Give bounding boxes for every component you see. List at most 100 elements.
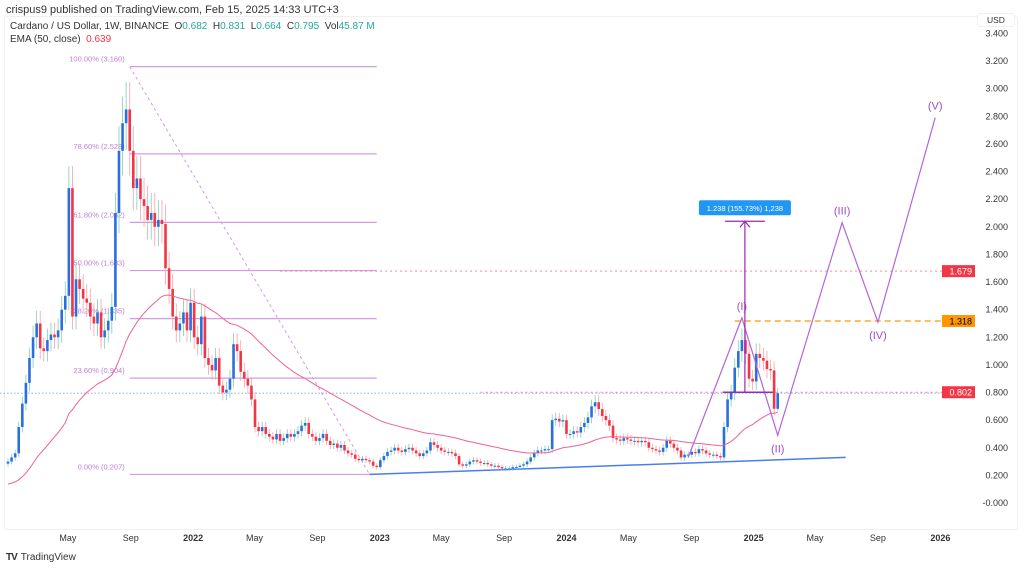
- candle-body: [404, 449, 407, 452]
- candle-body: [124, 109, 128, 124]
- ema-line: [7, 294, 778, 485]
- candle-body: [42, 348, 46, 352]
- currency-label[interactable]: USD: [977, 13, 1015, 27]
- candle-body: [708, 453, 711, 455]
- candle-body: [10, 457, 13, 462]
- chart-frame: [4, 16, 1018, 530]
- fib-trend-diagonal: [129, 66, 371, 475]
- candle-body: [432, 442, 436, 445]
- y-axis-tick: 1.600: [985, 277, 1008, 287]
- candle-body: [142, 199, 146, 207]
- candle-body: [178, 323, 182, 331]
- x-axis-tick: May: [807, 533, 825, 543]
- candle-body: [525, 461, 529, 465]
- candle-body: [17, 427, 21, 454]
- symbol-title[interactable]: Cardano / US Dollar, 1W, BINANCE: [10, 21, 169, 32]
- candle-body: [772, 370, 776, 409]
- candle-body: [561, 420, 565, 422]
- x-axis-tick: Sep: [309, 533, 325, 543]
- candle-body: [640, 440, 643, 443]
- y-axis-tick: 1.800: [985, 249, 1008, 259]
- fib-level-label: 23.60% (0.904): [73, 366, 125, 375]
- candle-body: [686, 454, 690, 456]
- candle-body: [63, 295, 67, 310]
- candle-body: [765, 360, 769, 370]
- candle-body: [135, 178, 139, 189]
- candle-body: [185, 312, 189, 331]
- candle-body: [24, 382, 28, 404]
- candle-body: [257, 427, 260, 432]
- candle-body: [611, 425, 615, 439]
- candle-body: [192, 302, 196, 338]
- candle-body: [758, 353, 762, 358]
- candle-body: [622, 438, 626, 441]
- candle-body: [762, 357, 765, 361]
- x-axis-tick: 2022: [183, 533, 203, 543]
- candle-body: [411, 447, 414, 451]
- candle-body: [672, 443, 676, 448]
- candle-body: [353, 454, 357, 459]
- candle-body: [747, 353, 751, 379]
- candle-body: [461, 464, 464, 466]
- y-axis-tick: 2.200: [985, 194, 1008, 204]
- candle-body: [117, 150, 121, 213]
- candle-body: [669, 440, 672, 444]
- y-axis-tick: 1.000: [985, 360, 1008, 370]
- candle-body: [296, 431, 300, 434]
- candle-body: [493, 465, 497, 467]
- candle-body: [547, 449, 550, 451]
- candle-body: [615, 438, 618, 440]
- candle-body: [690, 451, 694, 455]
- candle-body: [740, 340, 744, 352]
- candle-body: [217, 357, 221, 386]
- candle-body: [751, 378, 754, 382]
- candle-body: [182, 312, 185, 324]
- candle-body: [311, 433, 314, 437]
- candle-body: [529, 457, 532, 462]
- x-axis-tick: May: [246, 533, 264, 543]
- ema-value: 0.639: [86, 34, 112, 45]
- candle-body: [597, 402, 600, 410]
- candle-body: [590, 406, 593, 418]
- elliott-wave-label: (IV): [869, 330, 887, 342]
- candle-body: [67, 188, 71, 296]
- volume-value: 45.87 M: [338, 21, 375, 32]
- price-tag: [942, 314, 975, 327]
- ema-label[interactable]: EMA (50, close): [10, 34, 81, 45]
- elliott-wave-path: [687, 117, 936, 458]
- footer: TV TradingView: [6, 552, 76, 563]
- fib-level-label: 38.20% (1.335): [73, 307, 125, 316]
- candle-body: [683, 454, 686, 458]
- candle-body: [225, 389, 228, 393]
- candle-body: [6, 461, 10, 464]
- candle-body: [293, 433, 296, 437]
- candle-body: [583, 422, 586, 428]
- candle-body: [149, 212, 153, 220]
- y-axis-tick: 2.600: [985, 139, 1008, 149]
- candle-body: [357, 458, 361, 461]
- candle-body: [246, 378, 250, 386]
- y-axis-tick: 0.800: [985, 388, 1008, 398]
- fib-level-label: 78.60% (2.528): [73, 142, 125, 151]
- candle-body: [482, 462, 486, 464]
- candle-body: [268, 433, 271, 437]
- candle-body: [658, 450, 661, 452]
- candle-body: [540, 450, 543, 452]
- candle-body: [486, 462, 490, 465]
- candle-body: [633, 440, 636, 442]
- candle-body: [106, 320, 110, 331]
- footer-brand[interactable]: TradingView: [20, 552, 76, 563]
- candle-body: [418, 453, 421, 457]
- x-axis-tick: Sep: [123, 533, 139, 543]
- price-tag-label: 1.318: [949, 316, 972, 326]
- y-axis-tick: 0.200: [985, 470, 1008, 480]
- candle-body: [608, 420, 611, 426]
- fib-level-label: 0.00% (0.207): [78, 462, 126, 471]
- candle-body: [636, 440, 640, 443]
- chart-legend: Cardano / US Dollar, 1W, BINANCE O0.682 …: [10, 20, 375, 46]
- candle-body: [518, 465, 522, 468]
- price-tag: [942, 386, 975, 399]
- candle-body: [457, 456, 461, 465]
- candle-body: [343, 444, 346, 451]
